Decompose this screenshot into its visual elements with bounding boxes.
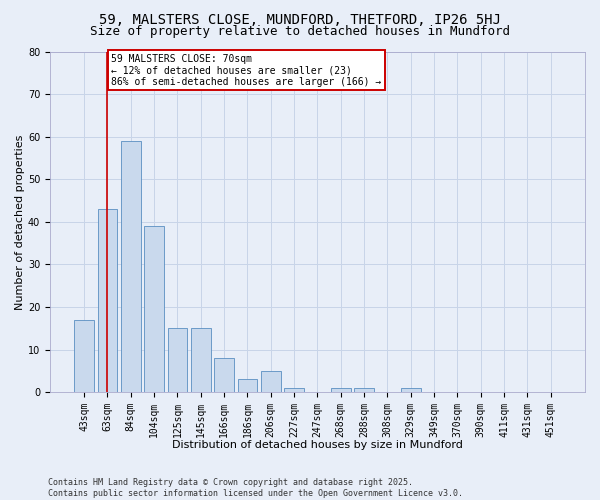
Bar (238, 380, 257, 392)
Bar (331, 388, 350, 392)
Text: 59, MALSTERS CLOSE, MUNDFORD, THETFORD, IP26 5HJ: 59, MALSTERS CLOSE, MUNDFORD, THETFORD, … (99, 12, 501, 26)
Text: Size of property relative to detached houses in Mundford: Size of property relative to detached ho… (90, 25, 510, 38)
Bar (261, 371, 281, 392)
Bar (191, 328, 211, 392)
Bar (214, 358, 234, 392)
Bar (354, 388, 374, 392)
X-axis label: Distribution of detached houses by size in Mundford: Distribution of detached houses by size … (172, 440, 463, 450)
Bar (98, 209, 118, 392)
Text: 59 MALSTERS CLOSE: 70sqm
← 12% of detached houses are smaller (23)
86% of semi-d: 59 MALSTERS CLOSE: 70sqm ← 12% of detach… (111, 54, 381, 87)
Bar (401, 388, 421, 392)
Bar (121, 141, 140, 392)
Bar (284, 388, 304, 392)
Bar (144, 226, 164, 392)
Y-axis label: Number of detached properties: Number of detached properties (15, 134, 25, 310)
Bar (74, 320, 94, 392)
Bar (167, 328, 187, 392)
Text: Contains HM Land Registry data © Crown copyright and database right 2025.
Contai: Contains HM Land Registry data © Crown c… (48, 478, 463, 498)
